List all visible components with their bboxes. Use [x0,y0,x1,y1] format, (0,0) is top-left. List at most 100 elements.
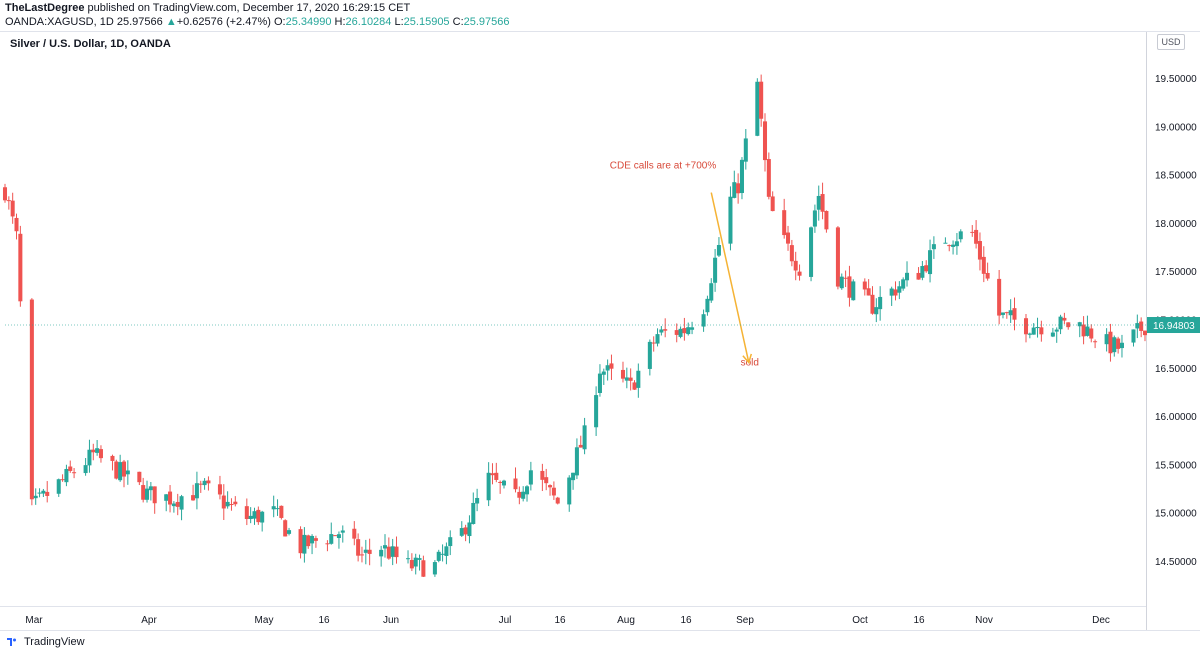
candle-body [110,455,115,461]
time-tick-label: Mar [25,615,43,626]
candle-body [6,200,11,202]
candle-body [594,395,599,428]
candle-body [352,528,357,539]
chart-title: Silver / U.S. Dollar, 1D, OANDA [10,38,171,50]
candle-body [448,537,453,547]
candle-body [943,242,948,244]
candle-body [490,473,495,476]
candle-body [893,289,898,296]
candle-body [386,546,391,559]
candle-body [981,256,986,274]
candle-body [1104,334,1109,345]
candle-body [728,196,733,244]
candle-body [843,277,848,279]
candle-body [467,522,472,537]
high-value: 26.10284 [345,16,392,28]
candle-body [68,466,73,471]
price-tick-label: 14.50000 [1155,557,1197,568]
candle-body [789,245,794,262]
candle-body [221,495,226,509]
symbol-ohlc-line: OANDA:XAGUSD, 1D 25.97566 ▲+0.62576 (+2.… [5,16,510,28]
time-axis[interactable]: Mar Apr May 16 Jun Jul 16 Aug 16 Sep Oct 16 Nov Dec [25,615,1110,626]
candle-body [333,535,338,537]
author-name[interactable]: TheLastDegree [5,2,85,14]
candle-body [440,553,445,555]
candle-body [716,245,721,256]
candle-body [152,486,157,504]
candle-body [494,472,499,480]
candle-body [770,196,775,212]
candle-body [283,520,288,537]
candle-body [64,468,69,483]
candle-body [336,534,341,539]
candle-body [406,558,411,560]
candle-body [528,470,533,485]
candle-body [1089,328,1094,339]
candle-body [2,187,8,201]
candle-body [624,377,629,381]
candle-body [809,227,814,277]
candle-body [659,329,664,333]
candle-body [198,483,203,485]
annotation-sold: sold [741,357,759,368]
candle-body [1031,327,1036,335]
candle-body [1119,342,1124,349]
candle-body [920,266,925,278]
price-tick-label: 16.50000 [1155,364,1197,375]
time-tick-label: Jun [383,615,399,626]
candle-body [525,486,530,495]
candle-body [548,485,553,488]
candle-body [417,558,422,560]
candle-body [421,560,426,577]
candle-body [916,272,921,280]
currency-button[interactable]: USD [1157,34,1185,50]
price-tick-label: 18.00000 [1155,219,1197,230]
change-up-icon: ▲ [165,16,177,28]
candle-body [298,529,303,554]
time-tick-label: 16 [318,615,330,626]
candle-body [812,210,817,227]
plot-area[interactable] [0,32,1146,630]
candle-body [540,470,545,480]
time-tick-label: Dec [1092,615,1110,626]
candle-body [233,501,238,505]
candle-body [889,288,894,296]
candle-body [655,334,660,344]
price-tick-label: 19.50000 [1155,74,1197,85]
time-tick-label: Sep [736,615,754,626]
candle-body [1081,324,1086,337]
candle-body [394,546,399,558]
candle-body [275,508,280,510]
candle-body [651,342,656,344]
time-tick-label: Oct [852,615,868,626]
candle-body [1058,316,1063,330]
price-tag-box [1147,317,1200,334]
candle-body [835,227,840,287]
candle-body [98,449,103,459]
candle-body [620,369,625,379]
candle-body [597,373,602,393]
candle-body [217,484,222,495]
brand-name: TradingView [24,636,85,648]
candle-body [970,231,975,233]
candle-body [260,511,265,523]
candle-body [1035,327,1040,329]
candle-body [820,194,825,212]
candle-body [1116,338,1121,349]
candle-body [10,200,15,217]
brand-footer[interactable]: TradingView [6,636,85,648]
last-price: 25.97566 [116,16,163,28]
candle-body [244,506,249,520]
candle-body [705,298,710,313]
arrow-line [710,192,750,363]
time-tick-label: 16 [913,615,925,626]
candle-body [682,328,687,334]
candle-body [359,554,364,556]
close-label: C: [452,16,464,28]
price-tick-label: 18.50000 [1155,171,1197,182]
candle-body [578,444,583,448]
price-tick-label: 16.00000 [1155,412,1197,423]
candle-body [432,562,437,575]
candle-body [18,233,23,302]
